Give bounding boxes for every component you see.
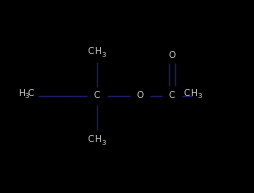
Text: C: C	[28, 89, 34, 97]
Text: H: H	[189, 89, 196, 97]
Circle shape	[91, 90, 103, 102]
Circle shape	[165, 90, 177, 102]
Text: C: C	[168, 91, 174, 101]
Text: 3: 3	[196, 93, 201, 99]
Text: C: C	[183, 89, 189, 97]
Text: C: C	[88, 47, 94, 57]
Circle shape	[165, 49, 177, 61]
Text: C: C	[88, 135, 94, 145]
Text: O: O	[168, 51, 175, 59]
Circle shape	[133, 90, 146, 102]
Text: H: H	[94, 135, 100, 145]
Text: O: O	[136, 91, 143, 101]
Text: H: H	[18, 89, 25, 97]
Text: 3: 3	[101, 140, 105, 146]
Text: 3: 3	[24, 93, 28, 99]
Text: 3: 3	[101, 52, 105, 58]
Text: C: C	[93, 91, 100, 101]
Text: H: H	[94, 47, 100, 57]
